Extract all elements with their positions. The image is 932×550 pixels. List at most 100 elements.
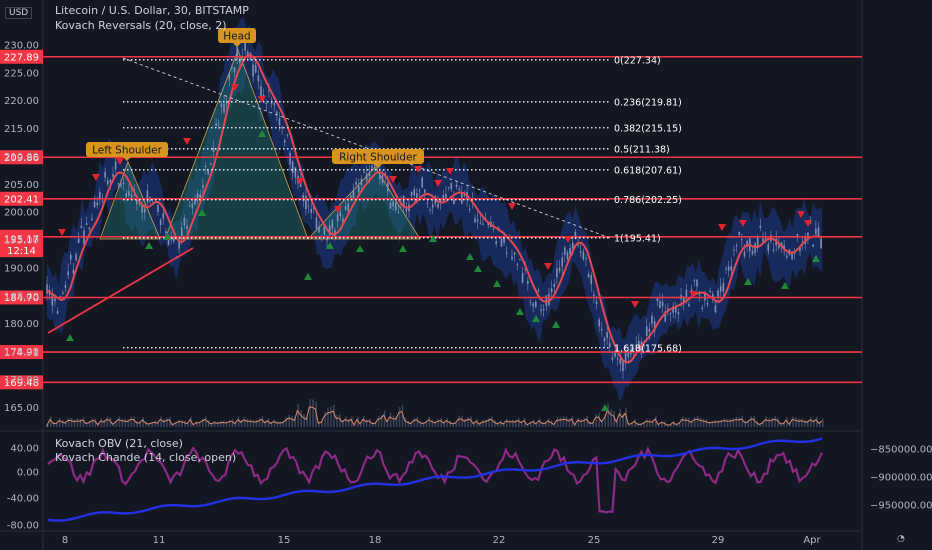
fib-label: 0.236(219.81) (614, 97, 682, 108)
volume-bar (708, 421, 711, 427)
volume-bar (422, 422, 425, 427)
candle-body (627, 352, 630, 357)
volume-bar (580, 419, 583, 427)
volume-bar (643, 421, 645, 427)
volume-bar (789, 423, 791, 427)
volume-bar (568, 418, 571, 427)
price-tick-label: 175.00 (4, 347, 39, 358)
volume-bar (622, 413, 624, 427)
volume-bar (693, 417, 696, 427)
candle-body (487, 222, 490, 226)
candle-body (714, 305, 717, 313)
volume-bar (49, 416, 52, 427)
candle-body (505, 252, 508, 254)
volume-bar (577, 417, 580, 427)
volume-bar (368, 418, 371, 427)
candle-body (503, 236, 505, 243)
candle-body (545, 295, 548, 306)
volume-bar (467, 416, 469, 427)
candle-body (556, 268, 558, 278)
candle-body (157, 204, 159, 212)
volume-bar (303, 414, 305, 427)
chande-indicator-label[interactable]: Kovach Chande (14, close, open) (55, 451, 237, 464)
volume-bar (747, 420, 750, 427)
candle-body (780, 242, 783, 247)
candle-body (54, 298, 56, 302)
chande-tick-label: 0.00 (17, 468, 39, 479)
candle-body (569, 248, 571, 255)
lower-indicator-pane: 40.00 0.00 -40.00 -80.00 −850000.00 −900000.0… (7, 437, 932, 532)
volume-bar (559, 417, 562, 427)
candle-body (772, 249, 775, 251)
price-tick-label: 180.00 (4, 319, 39, 330)
volume-bar (237, 416, 240, 427)
reversal-down-triangle (389, 176, 397, 183)
annotation-pointer (123, 157, 131, 161)
volume-bar (76, 418, 79, 427)
volume-bar (371, 421, 374, 427)
volume-bar (646, 418, 648, 427)
volume-bar (333, 404, 335, 427)
candle-body (534, 301, 537, 308)
candle-body (463, 195, 466, 197)
volume-bar (127, 419, 130, 427)
candle-body (331, 220, 334, 229)
volume-bar (738, 417, 741, 427)
volume-bar (258, 418, 261, 427)
currency-button[interactable]: USD (5, 5, 33, 19)
candle-body (751, 250, 754, 255)
volume-bar (583, 418, 586, 427)
volume-bar (750, 416, 753, 427)
candle-body (659, 301, 661, 309)
candle-body (85, 223, 88, 225)
volume-bar (389, 412, 392, 427)
volume-bar (819, 421, 821, 427)
candle-body (675, 307, 677, 313)
volume-bar (476, 418, 478, 427)
volume-bar (79, 418, 82, 427)
indicator-label[interactable]: Kovach Reversals (20, close, 2) (55, 19, 227, 32)
price-tick-label: 225.00 (4, 68, 39, 79)
candle-body (387, 182, 389, 192)
volume-bar (687, 417, 690, 427)
fib-label: 1.618(175.68) (614, 343, 682, 354)
volume-bar (252, 419, 255, 427)
candle-body (733, 249, 735, 251)
level-label: 174.91 (4, 348, 39, 359)
volume-bar (228, 419, 231, 427)
annotation-pointer (233, 43, 241, 47)
candle-body (445, 193, 447, 199)
volume-bar (550, 420, 553, 427)
obv-indicator-label[interactable]: Kovach OBV (21, close) (55, 437, 183, 450)
candle-body (141, 205, 143, 213)
candle-body (754, 243, 756, 254)
reversal-up-triangle (552, 321, 560, 328)
candle-body (424, 189, 426, 193)
volume-bar (506, 418, 508, 427)
candle-body (265, 103, 268, 105)
time-axis[interactable]: 8 11 15 18 22 25 29 Apr (62, 535, 822, 546)
volume-bar (556, 417, 559, 427)
candle-body (595, 301, 598, 305)
volume-bar (327, 407, 329, 427)
candle-body (730, 266, 733, 271)
volume-bar (768, 418, 770, 427)
reversal-down-triangle (631, 301, 639, 308)
candle-body (574, 231, 577, 239)
candle-body (318, 226, 320, 233)
chande-tick-label: -80.00 (7, 521, 39, 532)
reversal-down-triangle (183, 138, 191, 145)
candle-body (207, 169, 209, 175)
volume-bar (547, 418, 550, 427)
candle-body (820, 238, 822, 249)
volume-bar (401, 405, 404, 427)
settings-icon[interactable]: ◔ (897, 534, 905, 544)
reversal-down-triangle (797, 211, 805, 218)
reversal-up-triangle (493, 280, 501, 287)
volume-bar (243, 416, 246, 427)
candle-body (151, 199, 154, 201)
volume-bar (82, 417, 85, 427)
candle-body (611, 357, 614, 360)
candle-body (482, 223, 484, 225)
obv-tick-label: −850000.00 (870, 445, 932, 456)
